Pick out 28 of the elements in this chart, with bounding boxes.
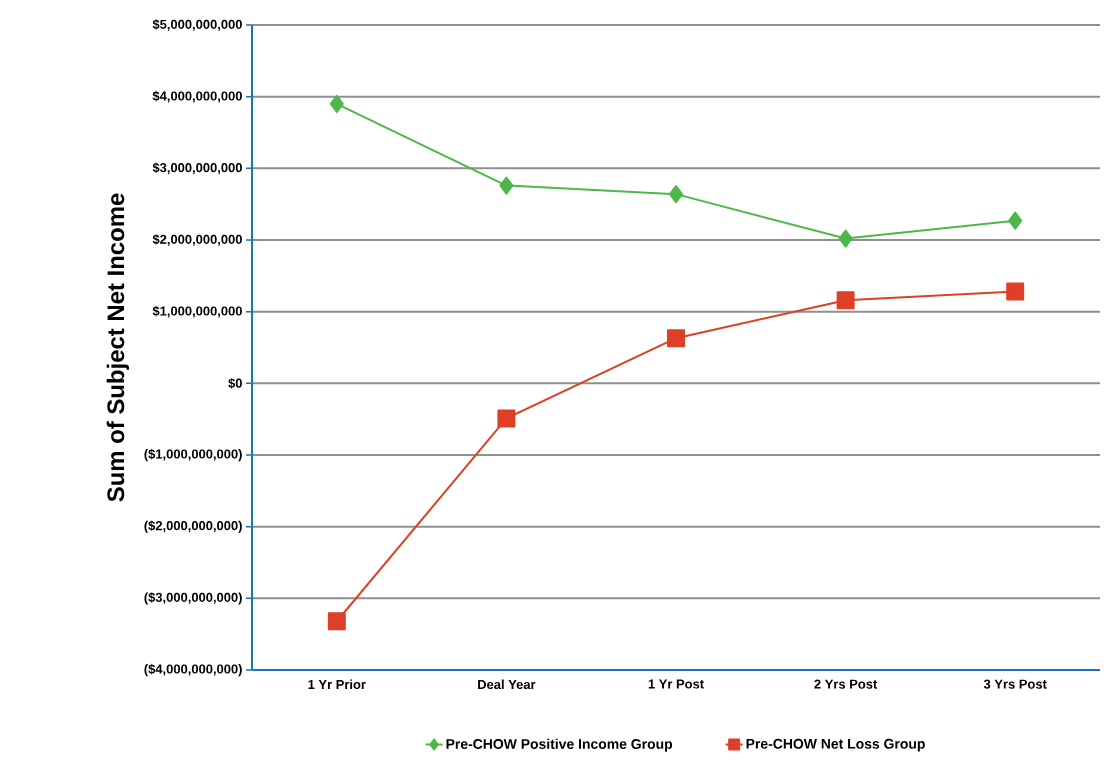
y-tick-label: ($1,000,000,000) (144, 448, 242, 462)
point (329, 94, 344, 113)
point (669, 185, 683, 204)
point (836, 291, 855, 310)
point (499, 176, 514, 195)
x-tick-label: Deal Year (478, 679, 536, 690)
y-tick-label: $1,000,000,000 (152, 305, 242, 318)
point (838, 229, 853, 248)
y-tick-label: ($2,000,000,000) (144, 520, 242, 533)
x-tick-label: 2 Yrs Post (814, 679, 878, 689)
legend-label: Pre-CHOW Net Loss Group (746, 738, 925, 752)
y-tick-label: $0 (228, 378, 242, 389)
x-tick-label: 1 Yr Post (648, 679, 704, 689)
point (327, 612, 346, 631)
point (667, 329, 685, 348)
y-tick-label: ($4,000,000,000) (144, 663, 242, 677)
x-tick-label: 1 Yr Prior (308, 679, 366, 690)
y-tick-label: ($3,000,000,000) (144, 592, 242, 605)
point (497, 409, 516, 428)
y-axis-title: Sum of Subject Net Income (106, 193, 129, 502)
y-tick-label: $2,000,000,000 (152, 234, 242, 246)
point (1006, 282, 1025, 301)
legend-label: Pre-CHOW Positive Income Group (446, 738, 673, 752)
point (1008, 211, 1023, 230)
y-tick-label: $4,000,000,000 (152, 90, 242, 103)
x-tick-label: 3 Yrs Post (983, 679, 1047, 689)
y-tick-label: $3,000,000,000 (152, 162, 242, 175)
y-tick-label: $5,000,000,000 (152, 19, 242, 31)
